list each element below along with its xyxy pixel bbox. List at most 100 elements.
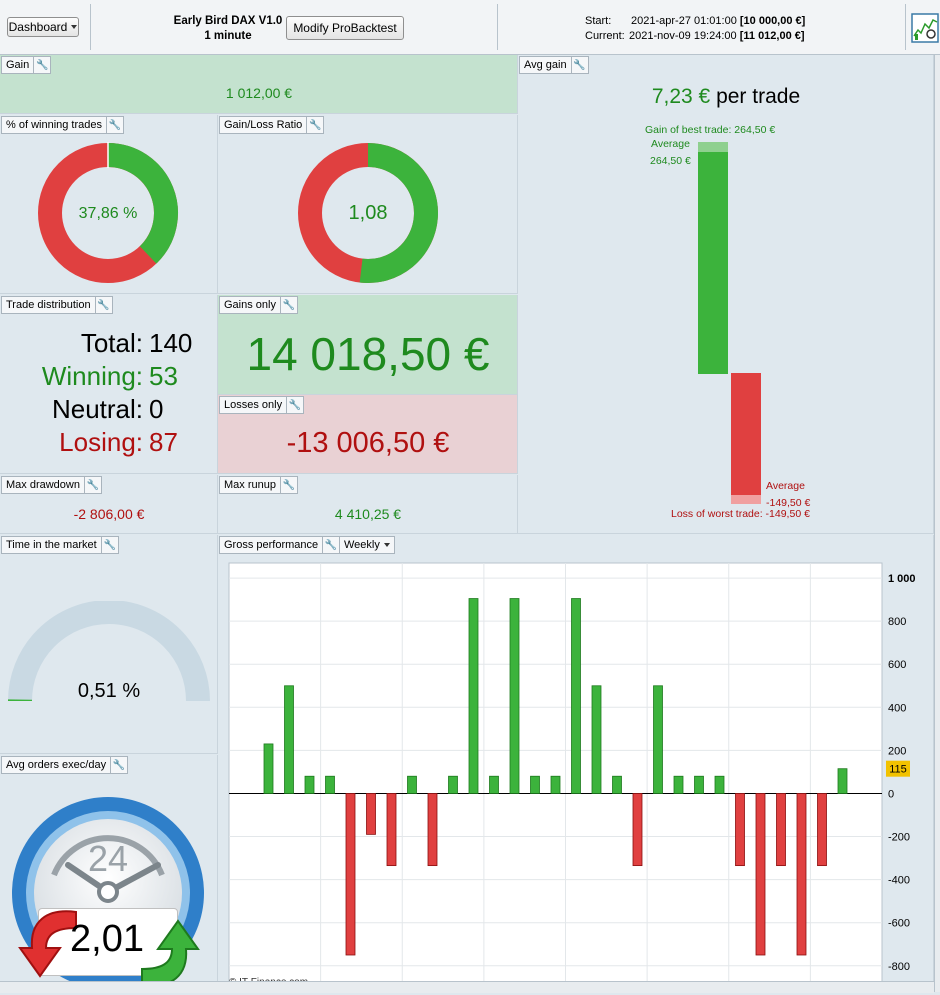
- performance-bar: [674, 776, 683, 793]
- max-runup-title-text: Max runup: [224, 479, 276, 491]
- wrench-icon[interactable]: 🔧: [110, 757, 127, 773]
- chevron-down-icon: [71, 25, 77, 29]
- avg-orders-value: 2,01: [38, 918, 176, 961]
- worst-trade-marker: [731, 495, 761, 504]
- time-in-market-panel: Time in the market🔧 0,51 %: [0, 535, 218, 754]
- performance-bar: [736, 793, 745, 865]
- avg-loss-bar: [731, 373, 761, 495]
- current-capital: [11 012,00 €]: [740, 30, 805, 42]
- wrench-icon[interactable]: 🔧: [84, 477, 101, 493]
- backtest-period: Start:2021-apr-27 01:01:00 [10 000,00 €]…: [585, 14, 805, 44]
- losses-only-title: Losses only🔧: [219, 396, 304, 414]
- wrench-icon[interactable]: 🔧: [306, 117, 323, 133]
- wrench-icon[interactable]: 🔧: [286, 397, 303, 413]
- max-runup-value: 4 410,25 €: [218, 506, 518, 522]
- start-capital: [10 000,00 €]: [740, 15, 805, 27]
- performance-bar: [695, 776, 704, 793]
- performance-bar: [551, 776, 560, 793]
- performance-bar: [469, 599, 478, 794]
- best-trade-marker: [698, 142, 728, 152]
- winning-pct-panel: % of winning trades🔧 37,86 %: [0, 115, 218, 294]
- y-tick-label: -600: [888, 918, 910, 930]
- dashboard-label: Dashboard: [9, 20, 68, 34]
- avg-orders-title-text: Avg orders exec/day: [6, 759, 106, 771]
- losing-label: Losing:: [0, 426, 143, 459]
- performance-bar: [428, 793, 437, 865]
- strategy-timeframe: 1 minute: [170, 29, 286, 44]
- winning-pct-value: 37,86 %: [37, 205, 179, 223]
- winning-value: 53: [149, 360, 178, 393]
- wrench-icon[interactable]: 🔧: [280, 297, 297, 313]
- horizontal-scrollbar[interactable]: [0, 981, 934, 993]
- avg-gain-headline: 7,23 € per trade: [518, 85, 934, 109]
- performance-bar: [715, 776, 724, 793]
- performance-bar: [285, 686, 294, 794]
- winning-label: Winning:: [0, 360, 143, 393]
- worst-trade-label: Loss of worst trade: -149,50 €: [671, 508, 810, 520]
- y-tick-label: -200: [888, 832, 910, 844]
- time-in-market-value: 0,51 %: [0, 680, 218, 703]
- wrench-icon[interactable]: 🔧: [571, 57, 588, 73]
- wrench-icon[interactable]: 🔧: [101, 537, 118, 553]
- avg-top-label: Average: [651, 138, 690, 150]
- gain-title-text: Gain: [6, 59, 29, 71]
- best-trade-label: Gain of best trade: 264,50 €: [645, 124, 775, 136]
- strategy-name: Early Bird DAX V1.0: [170, 14, 286, 29]
- modify-probacktest-button[interactable]: Modify ProBacktest: [286, 16, 404, 40]
- performance-bar: [633, 793, 642, 865]
- avg-gain-suffix: per trade: [716, 85, 800, 108]
- start-label: Start:: [585, 14, 631, 29]
- losses-only-value: -13 006,50 €: [218, 427, 518, 460]
- performance-bar: [264, 744, 273, 794]
- gain-loss-ratio-panel: Gain/Loss Ratio🔧 1,08: [218, 115, 518, 294]
- y-tick-label: 0: [888, 788, 894, 800]
- gains-only-value: 14 018,50 €: [218, 327, 518, 381]
- performance-bar: [346, 793, 355, 955]
- performance-bar: [367, 793, 376, 834]
- dashboard-dropdown[interactable]: Dashboard: [7, 17, 79, 37]
- trade-distribution-list: Total:140 Winning:53 Neutral:0 Losing:87: [0, 327, 218, 459]
- performance-bar: [818, 793, 827, 865]
- performance-bar: [408, 776, 417, 793]
- max-drawdown-title: Max drawdown🔧: [1, 476, 102, 494]
- performance-bar: [326, 776, 335, 793]
- wrench-icon[interactable]: 🔧: [106, 117, 123, 133]
- gains-only-title: Gains only 🔧: [219, 296, 298, 314]
- avg-gain-title: Avg gain 🔧: [519, 56, 589, 74]
- performance-bar: [756, 793, 765, 955]
- vertical-scrollbar[interactable]: [934, 55, 940, 992]
- winning-pct-title: % of winning trades🔧: [1, 116, 124, 134]
- wrench-icon[interactable]: 🔧: [280, 477, 297, 493]
- performance-bar: [654, 686, 663, 794]
- wrench-icon[interactable]: 🔧: [95, 297, 112, 313]
- trade-distribution-title-text: Trade distribution: [6, 299, 91, 311]
- performance-bar: [613, 776, 622, 793]
- gain-title: Gain 🔧: [1, 56, 51, 74]
- gain-loss-ratio-title-text: Gain/Loss Ratio: [224, 119, 302, 131]
- max-drawdown-panel: Max drawdown🔧 -2 806,00 €: [0, 475, 218, 534]
- avg-gain-panel: Avg gain 🔧 7,23 € per trade Gain of best …: [518, 55, 934, 534]
- strategy-info: Early Bird DAX V1.0 1 minute: [170, 14, 286, 44]
- current-date: 2021-nov-09 19:24:00: [629, 30, 737, 42]
- performance-bar: [797, 793, 806, 955]
- performance-bar: [531, 776, 540, 793]
- trade-distribution-title: Trade distribution 🔧: [1, 296, 113, 314]
- y-tick-label: 400: [888, 702, 906, 714]
- gain-loss-ratio-title: Gain/Loss Ratio 🔧: [219, 116, 324, 134]
- wrench-icon[interactable]: 🔧: [33, 57, 50, 73]
- avg-gain-title-text: Avg gain: [524, 59, 567, 71]
- dial-number: 24: [88, 838, 128, 879]
- current-label: Current:: [585, 29, 629, 44]
- gain-value: 1 012,00 €: [0, 85, 518, 101]
- performance-bar: [305, 776, 314, 793]
- performance-bar: [777, 793, 786, 865]
- performance-bar: [490, 776, 499, 793]
- chart-tools-icon[interactable]: [911, 12, 940, 44]
- performance-bar: [510, 599, 519, 794]
- plot-area: [229, 563, 882, 983]
- losses-only-panel: Losses only🔧 -13 006,50 €: [218, 395, 518, 474]
- y-tick-label: -400: [888, 875, 910, 887]
- gains-only-title-text: Gains only: [224, 299, 276, 311]
- avg-gain-bar: [698, 152, 728, 374]
- y-tick-label: -800: [888, 961, 910, 973]
